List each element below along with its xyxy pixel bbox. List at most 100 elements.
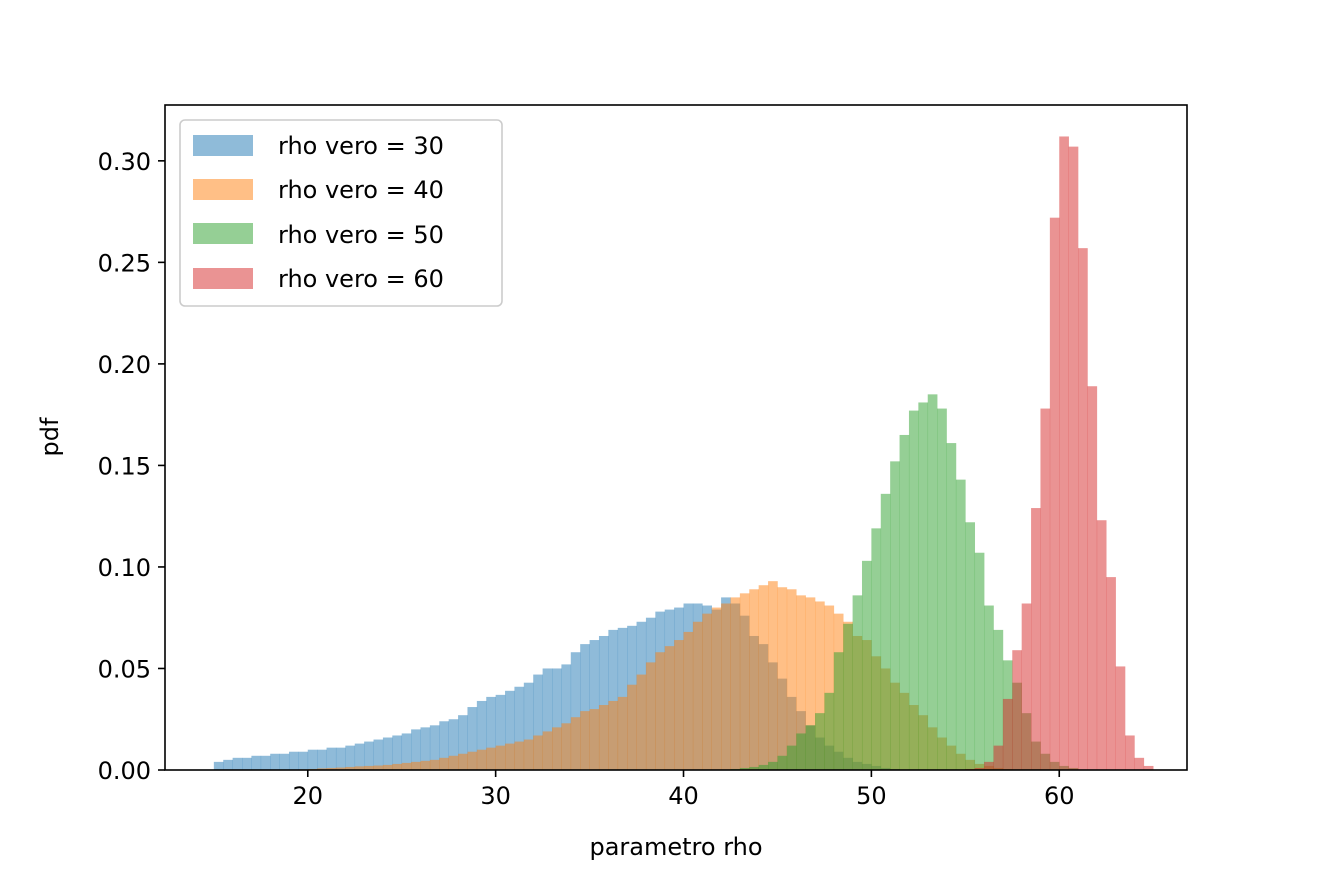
hist-bar xyxy=(514,741,525,770)
hist-bar xyxy=(1078,248,1088,770)
hist-bar xyxy=(382,764,393,770)
hist-bar xyxy=(617,696,628,770)
hist-bar xyxy=(533,674,543,770)
hist-bar xyxy=(364,765,374,770)
hist-bar xyxy=(824,692,835,770)
plot-frame xyxy=(164,104,1188,771)
hist-bar xyxy=(345,766,356,770)
hist-bar xyxy=(326,747,337,770)
hist-bar xyxy=(429,759,440,770)
hist-bar xyxy=(561,723,572,770)
hist-bar xyxy=(711,607,722,770)
hist-bar xyxy=(260,755,271,770)
hist-bar xyxy=(439,721,449,770)
hist-bar xyxy=(805,597,816,770)
hist-bar xyxy=(786,589,797,770)
hist-bar xyxy=(824,605,835,770)
y-tick-label: 0.20 xyxy=(98,351,151,379)
y-tick-label: 0.25 xyxy=(98,249,151,277)
hist-bar xyxy=(974,552,985,770)
hist-bar xyxy=(476,749,487,770)
hist-bar xyxy=(608,700,619,770)
hist-bar xyxy=(598,705,609,770)
legend-swatch-60 xyxy=(193,268,253,289)
legend-swatch-40 xyxy=(193,179,253,200)
legend-box xyxy=(179,119,503,307)
hist-bar xyxy=(1002,698,1013,770)
hist-bar xyxy=(815,713,825,770)
hist-bar xyxy=(486,747,496,770)
hist-bar xyxy=(542,731,553,770)
hist-bar xyxy=(908,410,919,770)
x-tick-label: 40 xyxy=(668,782,699,810)
bars-layer xyxy=(213,136,1154,771)
y-tick-label: 0.00 xyxy=(98,757,151,785)
hist-bar xyxy=(580,711,590,770)
hist-bar xyxy=(392,735,403,770)
hist-bar xyxy=(298,751,309,770)
hist-bar xyxy=(533,735,543,770)
hist-bar xyxy=(523,739,534,770)
legend-label-50: rho vero = 50 xyxy=(278,221,444,249)
y-tick-label: 0.15 xyxy=(98,452,151,480)
hist-bar xyxy=(899,434,910,770)
hist-bar xyxy=(429,725,440,770)
hist-bar xyxy=(1106,577,1116,770)
legend-label-40: rho vero = 40 xyxy=(278,176,444,204)
hist-bar xyxy=(505,743,515,770)
hist-bar xyxy=(401,733,412,770)
hist-bar xyxy=(552,668,562,770)
hist-bar xyxy=(570,652,581,770)
hist-bar xyxy=(1134,757,1145,770)
hist-bar xyxy=(739,593,750,770)
hist-bar xyxy=(354,743,365,770)
series-4 xyxy=(965,136,1154,771)
hist-bar xyxy=(1068,146,1079,770)
hist-bar xyxy=(768,761,778,770)
hist-bar xyxy=(1087,386,1098,770)
hist-bar xyxy=(523,682,534,770)
hist-bar xyxy=(815,601,825,770)
hist-bar xyxy=(796,733,806,770)
y-axis-label: pdf xyxy=(36,417,64,456)
hist-bar xyxy=(401,762,412,770)
hist-bar xyxy=(749,766,759,770)
hist-bar xyxy=(1143,765,1154,770)
legend-label-30: rho vero = 30 xyxy=(278,132,444,160)
hist-bar xyxy=(1049,217,1060,770)
hist-bar xyxy=(223,759,233,770)
hist-bar xyxy=(467,751,478,770)
hist-bar xyxy=(242,757,252,770)
hist-bar xyxy=(655,652,666,770)
hist-bar xyxy=(317,749,327,770)
hist-bar xyxy=(1059,136,1069,771)
hist-bar xyxy=(589,640,600,770)
hist-bar xyxy=(833,652,844,770)
hist-bar xyxy=(758,764,769,770)
hist-bar xyxy=(984,761,994,770)
hist-bar xyxy=(251,755,262,770)
hist-bar xyxy=(392,763,403,770)
hist-bar xyxy=(1031,508,1041,770)
hist-bar xyxy=(213,761,224,770)
hist-bar xyxy=(608,629,619,770)
hist-bar xyxy=(927,394,938,770)
hist-bar xyxy=(984,605,994,770)
hist-bar xyxy=(1040,408,1051,770)
hist-bar xyxy=(382,737,393,770)
hist-bar xyxy=(890,461,900,770)
hist-bar xyxy=(965,522,976,770)
hist-bar xyxy=(627,684,637,770)
hist-bar xyxy=(805,725,816,770)
hist-bar xyxy=(1115,666,1126,770)
hist-bar xyxy=(505,690,515,770)
hist-bar xyxy=(683,631,694,770)
hist-bar xyxy=(749,589,759,770)
hist-bar xyxy=(495,694,506,770)
hist-bar xyxy=(664,646,675,770)
hist-bar xyxy=(270,753,280,770)
hist-bar xyxy=(918,402,929,770)
x-tick-label: 50 xyxy=(856,782,887,810)
hist-bar xyxy=(768,581,778,770)
hist-bar xyxy=(448,755,459,770)
